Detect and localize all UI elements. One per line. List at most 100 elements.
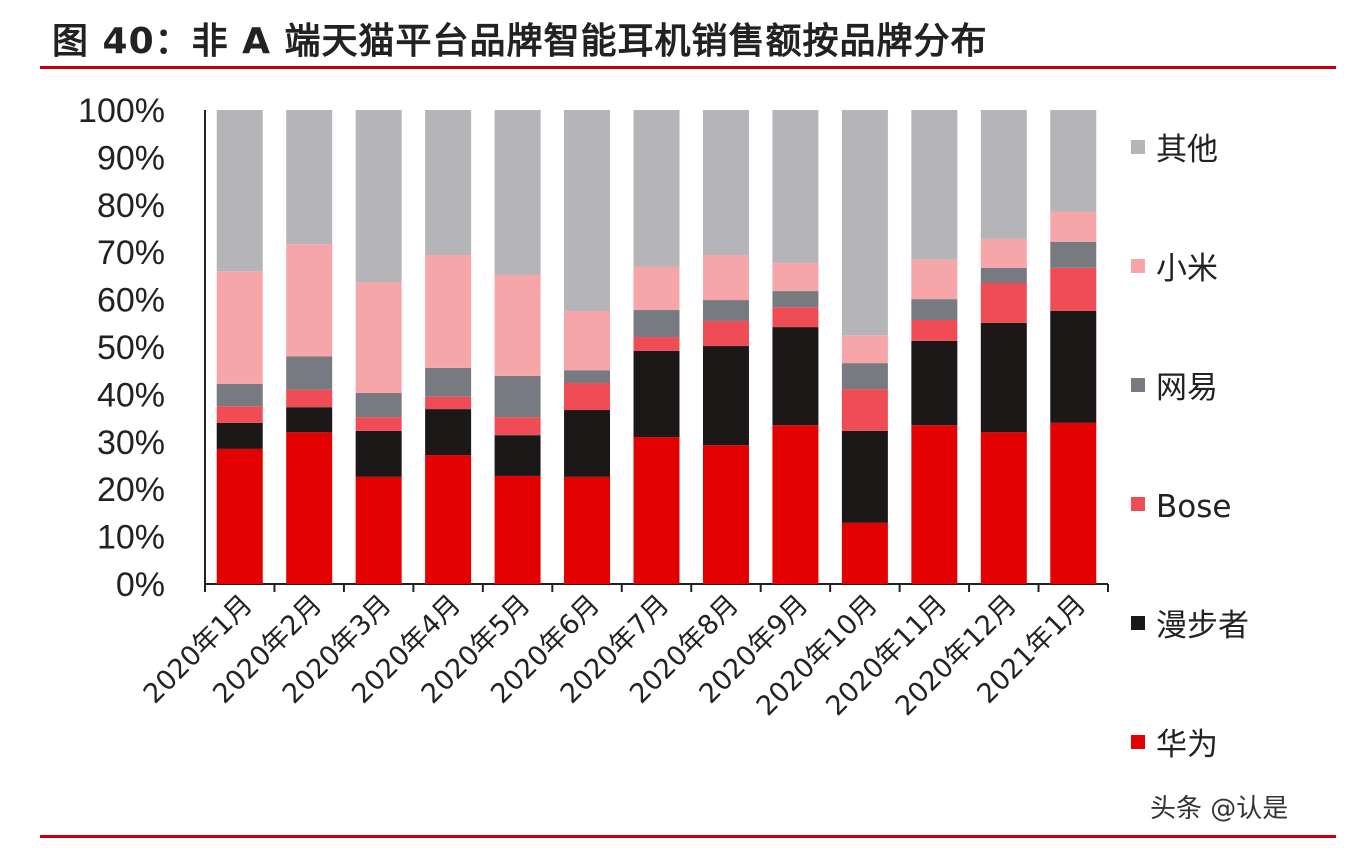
legend-swatch — [1131, 735, 1145, 749]
bar-segment-其他 — [1050, 110, 1097, 212]
bar-segment-Bose — [564, 383, 611, 411]
bar-segment-其他 — [841, 110, 888, 336]
bar-segment-网易 — [1050, 241, 1097, 268]
bar-segment-网易 — [772, 291, 819, 308]
bar-segment-小米 — [702, 255, 749, 301]
legend-swatch — [1131, 616, 1145, 630]
bar-segment-漫步者 — [772, 327, 819, 426]
bar-segment-其他 — [216, 110, 263, 272]
bar-segment-小米 — [1050, 211, 1097, 242]
y-tick-label: 90% — [97, 139, 165, 177]
bar-segment-漫步者 — [425, 409, 472, 456]
bar-segment-华为 — [702, 445, 749, 584]
bar-segment-网易 — [841, 363, 888, 390]
bar-segment-小米 — [425, 255, 472, 368]
bar-segment-华为 — [1050, 422, 1097, 584]
bar-segment-网易 — [425, 367, 472, 397]
bar-segment-Bose — [980, 283, 1027, 323]
y-tick-label: 20% — [97, 471, 165, 509]
bar-segment-华为 — [633, 437, 680, 584]
bar-segment-网易 — [911, 299, 958, 320]
bar-segment-Bose — [633, 337, 680, 351]
bar-segment-其他 — [425, 110, 472, 256]
bar-segment-小米 — [216, 271, 263, 384]
bar-segment-其他 — [633, 110, 680, 267]
chart-title: 图 40：非 A 端天猫平台品牌智能耳机销售额按品牌分布 — [52, 21, 988, 62]
bar-segment-Bose — [425, 396, 472, 410]
bar-segment-Bose — [702, 320, 749, 347]
bar-segment-华为 — [841, 522, 888, 584]
bottom-rule — [40, 835, 1336, 838]
bar-segment-漫步者 — [1050, 310, 1097, 423]
bar-segment-漫步者 — [494, 435, 541, 476]
bar-segment-华为 — [494, 475, 541, 584]
bar-segment-网易 — [355, 392, 402, 418]
y-tick-label: 60% — [97, 282, 165, 320]
y-tick-label: 40% — [97, 376, 165, 414]
bar-segment-小米 — [633, 266, 680, 311]
legend-label: 其他 — [1156, 132, 1218, 168]
legend-swatch — [1131, 140, 1145, 154]
bar-segment-Bose — [911, 319, 958, 341]
bar-segment-小米 — [841, 335, 888, 364]
bar-segment-华为 — [425, 455, 472, 584]
y-tick-label: 10% — [97, 519, 165, 557]
bar-segment-Bose — [772, 307, 819, 328]
y-tick-label: 70% — [97, 234, 165, 272]
bar-segment-Bose — [841, 389, 888, 431]
bar-segment-Bose — [494, 417, 541, 436]
bar-segment-网易 — [216, 383, 263, 407]
bar-segment-漫步者 — [216, 422, 263, 449]
bar-segment-漫步者 — [702, 346, 749, 446]
bar-segment-Bose — [1050, 267, 1097, 311]
legend-swatch — [1131, 378, 1145, 392]
bar-segment-漫步者 — [911, 340, 958, 426]
bar-segment-其他 — [286, 110, 333, 245]
legend-swatch — [1131, 497, 1145, 511]
bar-segment-网易 — [286, 356, 333, 390]
bar-segment-网易 — [633, 310, 680, 338]
bar-segment-网易 — [564, 370, 611, 384]
bar-segment-小米 — [564, 310, 611, 371]
bar-segment-Bose — [216, 406, 263, 423]
bar-segment-其他 — [564, 110, 611, 311]
bar-segment-小米 — [980, 238, 1027, 268]
legend-label: 漫步者 — [1156, 608, 1249, 644]
bar-segment-小米 — [494, 274, 541, 376]
bar-segment-其他 — [702, 110, 749, 256]
legend-swatch — [1131, 259, 1145, 273]
bar-segment-网易 — [980, 267, 1027, 284]
legend-label: 华为 — [1156, 727, 1218, 763]
y-tick-label: 80% — [97, 187, 165, 225]
bar-segment-漫步者 — [980, 322, 1027, 433]
bar-segment-华为 — [911, 425, 958, 584]
bar-segment-华为 — [980, 432, 1027, 584]
bar-segment-其他 — [494, 110, 541, 275]
y-tick-label: 100% — [78, 92, 165, 130]
bar-segment-小米 — [355, 282, 402, 393]
y-tick-label: 0% — [116, 566, 165, 604]
bar-segment-其他 — [911, 110, 958, 260]
bar-segment-网易 — [702, 300, 749, 321]
bar-segment-华为 — [564, 476, 611, 584]
bar-segment-漫步者 — [564, 410, 611, 477]
bar-segment-Bose — [286, 389, 333, 408]
bar-segment-华为 — [216, 448, 263, 584]
watermark: 头条 @认是 — [1150, 794, 1289, 824]
bar-segment-漫步者 — [286, 407, 333, 433]
legend-label: 网易 — [1156, 370, 1218, 406]
y-tick-label: 50% — [97, 329, 165, 367]
bar-segment-华为 — [355, 476, 402, 584]
y-tick-label: 30% — [97, 424, 165, 462]
bar-segment-漫步者 — [355, 430, 402, 477]
top-rule — [40, 66, 1336, 69]
bar-segment-网易 — [494, 375, 541, 418]
bar-segment-漫步者 — [633, 350, 680, 438]
bar-segment-其他 — [355, 110, 402, 283]
bar-segment-其他 — [980, 110, 1027, 239]
bar-segment-小米 — [772, 263, 819, 292]
bar-segment-Bose — [355, 417, 402, 431]
bar-segment-其他 — [772, 110, 819, 264]
bar-segment-小米 — [286, 244, 333, 357]
